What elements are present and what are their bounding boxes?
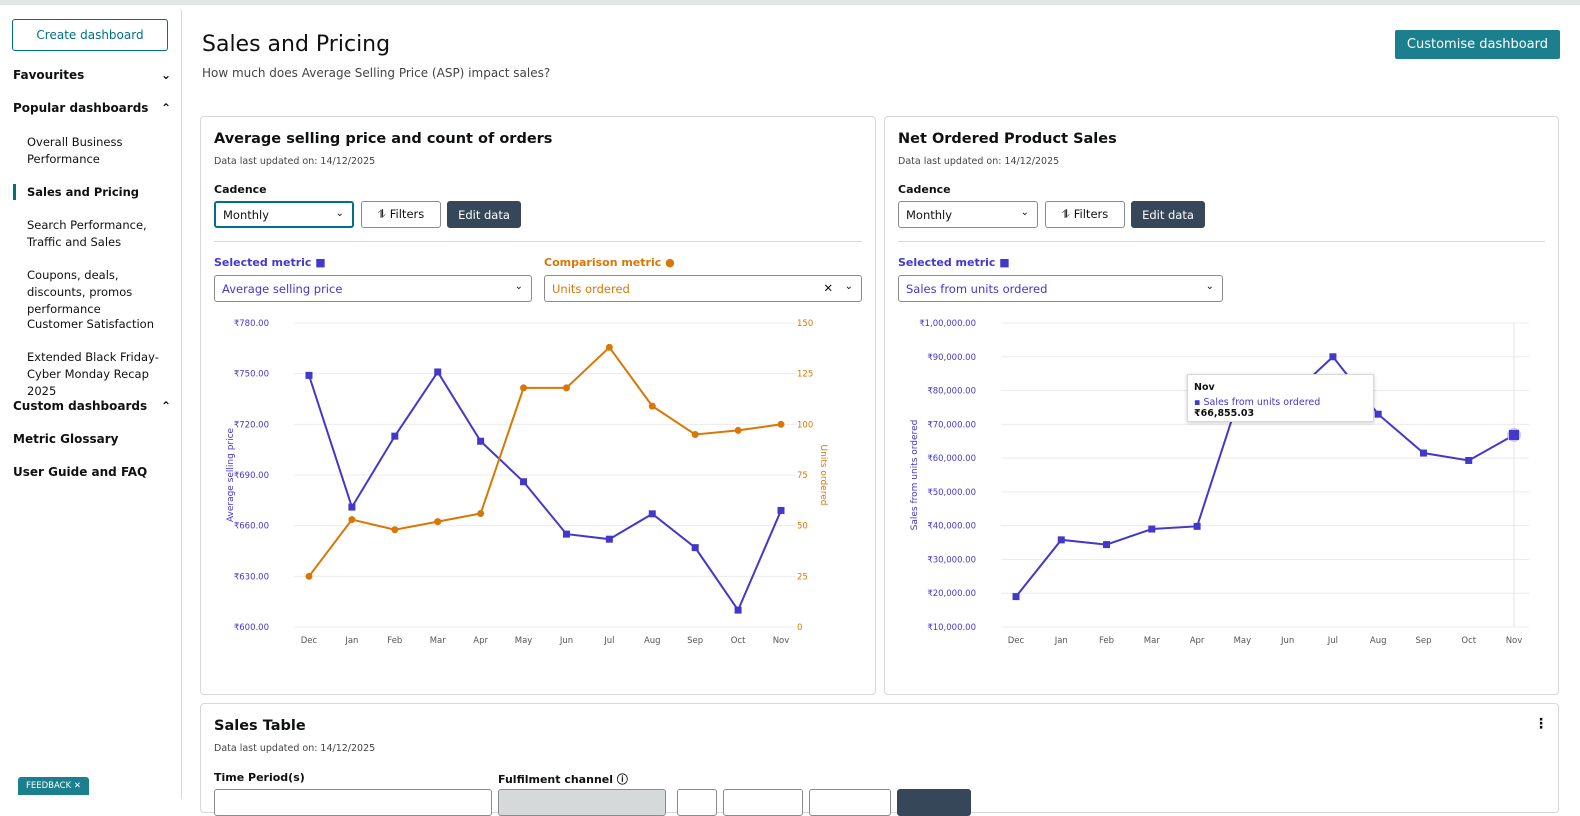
chevron-icon: ⌄ xyxy=(160,68,171,82)
sidebar-item-label: Sales and Pricing xyxy=(27,185,140,199)
create-dashboard-button[interactable]: Create dashboard xyxy=(12,19,168,51)
card-title: Average selling price and count of order… xyxy=(214,131,553,147)
more-options-icon[interactable]: ⋮ xyxy=(1534,716,1548,732)
main: Sales and Pricing How much does Average … xyxy=(183,10,1580,794)
cadence-label: Cadence xyxy=(214,183,267,196)
divider xyxy=(898,241,1545,242)
fulfilment-channel-select[interactable] xyxy=(498,789,666,816)
comparison-metric-value: Units ordered xyxy=(552,281,630,296)
sidebar-item-label: User Guide and FAQ xyxy=(13,465,148,479)
tooltip-label: Sales from units ordered xyxy=(1203,397,1321,408)
filters-button[interactable]: ⥮ Filters xyxy=(1045,201,1125,228)
cadence-select[interactable]: Monthly ⌄ xyxy=(214,201,354,228)
sidebar-item[interactable]: Overall Business Performance xyxy=(27,134,172,168)
chevron-down-icon: ⌄ xyxy=(335,208,344,219)
chevron-icon: ⌃ xyxy=(160,399,171,413)
sidebar: Create dashboard Favourites ⌄ Popular dash… xyxy=(0,10,182,799)
tooltip-value: ₹66,855.03 xyxy=(1194,408,1255,419)
sidebar-item[interactable]: Search Performance, Traffic and Sales xyxy=(27,217,172,251)
sidebar-item[interactable]: Metric Glossary xyxy=(13,432,171,446)
cadence-value: Monthly xyxy=(223,207,270,222)
sidebar-item[interactable]: Customer Satisfaction xyxy=(27,316,172,333)
comparison-metric-select[interactable]: Units ordered ✕ ⌄ xyxy=(544,275,862,302)
time-period-select[interactable] xyxy=(214,789,492,816)
cadence-select[interactable]: Monthly ⌄ xyxy=(898,201,1038,228)
tooltip-month: Nov xyxy=(1194,382,1215,393)
updated-text: Data last updated on: 14/12/2025 xyxy=(898,156,1060,167)
sidebar-item[interactable]: Custom dashboards ⌃ xyxy=(13,399,171,413)
asp-card: Average selling price and count of order… xyxy=(200,116,876,695)
time-period-label: Time Period(s) xyxy=(214,771,305,784)
updated-text: Data last updated on: 14/12/2025 xyxy=(214,156,376,167)
active-indicator xyxy=(13,184,16,200)
edit-data-button[interactable]: Edit data xyxy=(447,201,521,228)
sidebar-item-label: Extended Black Friday-Cyber Monday Recap… xyxy=(27,350,159,398)
chart-tooltip: Nov ▪ Sales from units ordered ₹66,855.0… xyxy=(1187,374,1374,422)
selected-metric-label: Selected metric ■ xyxy=(898,256,1010,269)
selected-metric-value: Sales from units ordered xyxy=(906,281,1048,296)
sidebar-item-label: Favourites xyxy=(13,68,85,82)
sidebar-item[interactable]: Extended Black Friday-Cyber Monday Recap… xyxy=(27,349,172,400)
selected-metric-value: Average selling price xyxy=(222,281,343,296)
sidebar-item-label: Popular dashboards xyxy=(13,101,149,115)
sidebar-item-label: Customer Satisfaction xyxy=(27,317,155,331)
chevron-down-icon: ⌄ xyxy=(1020,207,1029,218)
edit-data-button[interactable]: Edit data xyxy=(1131,201,1205,228)
control-button[interactable] xyxy=(677,789,717,816)
card-title: Net Ordered Product Sales xyxy=(898,131,1117,147)
sidebar-item-label: Search Performance, Traffic and Sales xyxy=(27,218,147,249)
selected-metric-select[interactable]: Average selling price ⌄ xyxy=(214,275,532,302)
sidebar-item-label: Metric Glossary xyxy=(13,432,119,446)
apply-button[interactable] xyxy=(897,789,971,816)
chevron-down-icon: ⌄ xyxy=(1205,281,1214,292)
sidebar-item-label: Custom dashboards xyxy=(13,399,148,413)
fulfilment-channel-label: Fulfilment channel ⓘ xyxy=(498,773,628,786)
sidebar-item[interactable]: Favourites ⌄ xyxy=(13,68,171,82)
chevron-down-icon: ⌄ xyxy=(844,281,853,292)
sidebar-item[interactable]: Sales and Pricing xyxy=(27,184,172,201)
divider xyxy=(214,241,862,242)
sidebar-item[interactable]: User Guide and FAQ xyxy=(13,465,171,479)
selected-metric-select[interactable]: Sales from units ordered ⌄ xyxy=(898,275,1223,302)
feedback-button[interactable]: FEEDBACK ✕ xyxy=(18,777,90,795)
cadence-value: Monthly xyxy=(906,207,953,222)
sidebar-item-label: Coupons, deals, discounts, promos perfor… xyxy=(27,268,133,316)
chevron-icon: ⌃ xyxy=(160,101,171,115)
selected-metric-label: Selected metric ■ xyxy=(214,256,326,269)
updated-text: Data last updated on: 14/12/2025 xyxy=(214,743,376,754)
page-title: Sales and Pricing xyxy=(202,32,391,57)
chevron-down-icon: ⌄ xyxy=(514,281,523,292)
filters-button[interactable]: ⥮ Filters xyxy=(361,201,441,228)
comparison-metric-label: Comparison metric ● xyxy=(544,256,675,269)
control-button[interactable] xyxy=(809,789,891,816)
cadence-label: Cadence xyxy=(898,183,951,196)
page-subtitle: How much does Average Selling Price (ASP… xyxy=(202,66,551,80)
card-title: Sales Table xyxy=(214,718,306,734)
customise-dashboard-button[interactable]: Customise dashboard xyxy=(1394,30,1560,59)
sidebar-item-label: Overall Business Performance xyxy=(27,135,123,166)
clear-icon[interactable]: ✕ xyxy=(823,281,833,295)
control-button[interactable] xyxy=(723,789,803,816)
sales-table-card: Sales Table Data last updated on: 14/12/… xyxy=(200,703,1559,816)
sidebar-item[interactable]: Coupons, deals, discounts, promos perfor… xyxy=(27,267,172,318)
sidebar-item[interactable]: Popular dashboards ⌃ xyxy=(13,101,171,115)
